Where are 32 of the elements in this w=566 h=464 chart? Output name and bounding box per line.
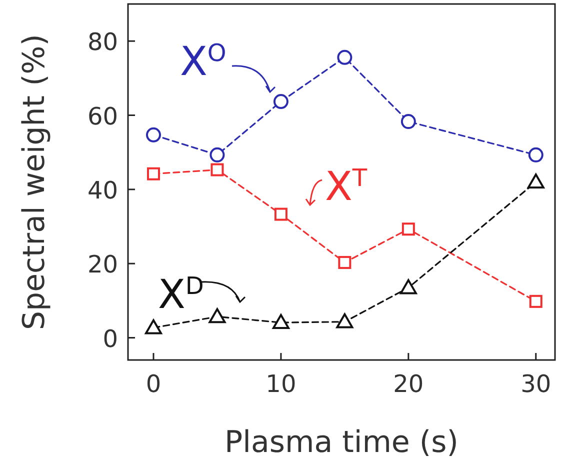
point [336, 313, 354, 328]
y-tick-label: 20 [87, 250, 118, 279]
point [400, 114, 416, 130]
point [144, 319, 162, 334]
x-tick-label: 20 [393, 370, 424, 398]
point [528, 147, 544, 162]
x-tick-label: 30 [520, 370, 552, 398]
point [146, 167, 160, 180]
x-axis-title: Plasma time (s) [224, 425, 458, 460]
x-tick-label: 0 [146, 370, 162, 398]
point [338, 256, 352, 269]
point [272, 314, 290, 330]
point [210, 147, 225, 162]
series-label: X$^{T}$ [325, 164, 368, 210]
point [210, 163, 224, 176]
point [527, 174, 544, 188]
point [337, 50, 352, 65]
y-tick-label: 0 [102, 324, 118, 353]
point [146, 127, 161, 142]
point [529, 294, 542, 308]
point [274, 208, 288, 221]
point [400, 279, 417, 294]
x-tick-label: 10 [266, 370, 296, 398]
point [208, 308, 226, 324]
point [402, 222, 415, 236]
legend-label: X$^{D}$ [158, 272, 204, 318]
y-axis-title: Spectral weight (%) [17, 34, 52, 330]
legend-label: X$^{O}$ [180, 39, 226, 85]
y-tick-label: 40 [87, 176, 118, 204]
y-tick-label: 60 [87, 102, 118, 130]
y-tick-label: 80 [87, 28, 118, 56]
point [273, 94, 288, 110]
